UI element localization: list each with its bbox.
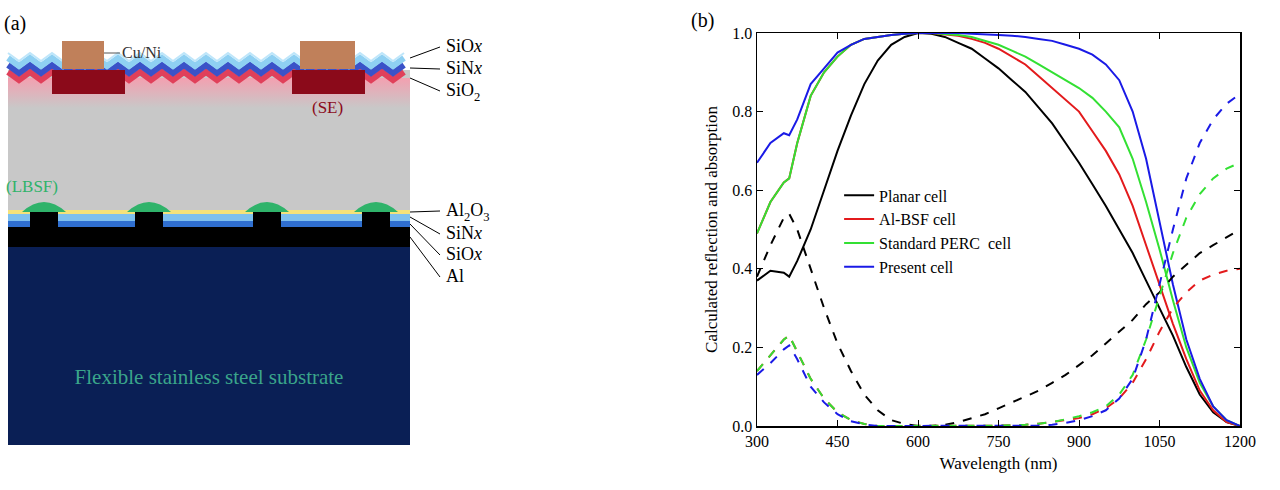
- svg-text:600: 600: [906, 433, 930, 450]
- svg-text:1050: 1050: [1144, 433, 1176, 450]
- svg-text:Cu/Ni: Cu/Ni: [122, 44, 162, 61]
- svg-text:(LBSF): (LBSF): [6, 177, 58, 196]
- svg-text:Al: Al: [446, 266, 464, 286]
- svg-text:0.8: 0.8: [732, 103, 752, 120]
- svg-text:900: 900: [1067, 433, 1091, 450]
- svg-text:Al2O3: Al2O3: [446, 200, 490, 224]
- svg-text:SiO2: SiO2: [446, 80, 480, 104]
- svg-text:SiOx: SiOx: [446, 244, 482, 264]
- svg-text:0.4: 0.4: [732, 260, 752, 277]
- svg-text:Planar cell: Planar cell: [879, 188, 948, 205]
- svg-text:450: 450: [826, 433, 850, 450]
- svg-text:Calculated reflection and abso: Calculated reflection and absorption: [702, 106, 721, 353]
- svg-text:(a): (a): [4, 12, 26, 35]
- svg-text:Al-BSF cell: Al-BSF cell: [879, 211, 956, 228]
- svg-text:0.2: 0.2: [732, 339, 752, 356]
- svg-text:SiNx: SiNx: [446, 58, 482, 78]
- svg-text:(SE): (SE): [312, 98, 343, 117]
- svg-text:SiNx: SiNx: [446, 223, 482, 243]
- svg-text:0.6: 0.6: [732, 182, 752, 199]
- svg-text:1.0: 1.0: [732, 25, 752, 42]
- svg-text:SiOx: SiOx: [446, 36, 482, 56]
- svg-text:0.0: 0.0: [732, 418, 752, 435]
- svg-text:(b): (b): [691, 9, 714, 32]
- svg-text:300: 300: [745, 433, 769, 450]
- svg-text:1200: 1200: [1224, 433, 1256, 450]
- svg-text:Standard PERC cell: Standard PERC cell: [879, 235, 1012, 252]
- svg-text:750: 750: [987, 433, 1011, 450]
- svg-text:Flexible stainless steel subst: Flexible stainless steel substrate: [75, 365, 344, 389]
- svg-text:Present cell: Present cell: [879, 259, 954, 276]
- svg-text:Wavelength (nm): Wavelength (nm): [939, 454, 1057, 473]
